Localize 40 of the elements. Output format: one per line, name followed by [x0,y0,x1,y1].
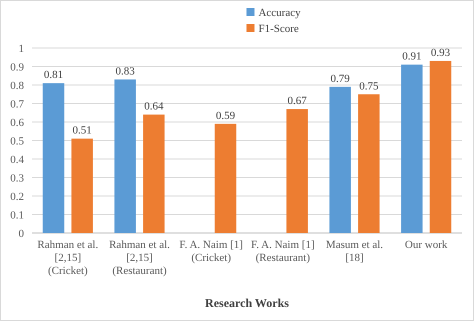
bar [42,83,64,233]
y-tick-label: 0.9 [10,62,24,74]
bar [114,79,136,233]
data-label: 0.81 [44,69,64,82]
data-label: 0.75 [359,80,379,92]
data-label: 0.59 [216,110,236,122]
data-label: 0.83 [116,65,136,78]
data-label: 0.64 [144,100,164,113]
legend-label: F1-Score [258,23,299,35]
data-label: 0.79 [330,72,350,85]
y-tick-label: 0 [18,228,24,240]
bar [286,109,308,233]
x-tick-label: Rahman et al. [2,15] (Cricket) [37,239,98,277]
data-label: 0.91 [402,50,422,63]
x-tick-label: F. A. Naim [1] (Restaurant) [251,239,315,264]
bar [401,64,423,233]
y-tick-label: 1 [18,43,24,55]
bar [430,60,452,233]
x-tick-label: Masum et al. [18] [326,239,384,264]
bar [71,138,93,233]
bar [358,94,380,233]
data-label: 0.93 [430,46,451,59]
y-tick-label: 0.6 [10,117,24,129]
y-tick-label: 0.3 [10,172,24,184]
y-tick-label: 0.7 [10,98,24,110]
data-label: 0.51 [72,124,92,137]
x-tick-label: F. A. Naim [1] (Cricket) [179,239,243,264]
data-label: 0.67 [288,95,308,108]
bar [143,114,165,233]
bar [329,86,351,233]
bar [214,124,236,233]
x-axis-title: Research Works [205,296,290,310]
legend-label: Accuracy [258,7,302,19]
y-tick-label: 0.8 [10,80,24,92]
y-tick-label: 0.5 [10,136,24,148]
x-tick-label: Rahman et al. [2,15] (Restaurant) [109,239,170,277]
y-tick-label: 0.1 [10,210,24,222]
y-tick-label: 0.4 [10,154,24,166]
y-tick-label: 0.2 [10,191,24,203]
x-tick-label: Our work [404,239,448,251]
